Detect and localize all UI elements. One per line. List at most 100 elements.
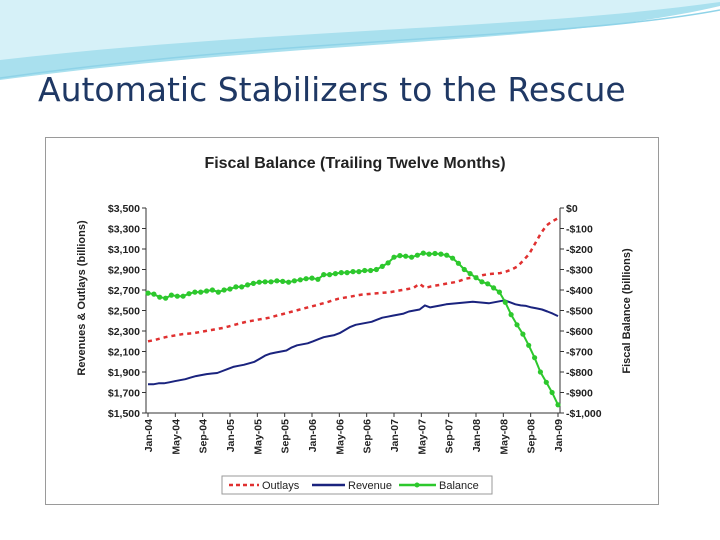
balance-marker (467, 271, 473, 277)
balance-marker (280, 278, 286, 284)
x-tick-label: May-05 (252, 419, 264, 455)
revenue-line (148, 299, 559, 386)
balance-marker (438, 251, 444, 257)
right-tick-label: -$200 (566, 244, 593, 256)
x-tick-label: Jan-09 (553, 419, 565, 452)
x-tick-label: Jan-06 (307, 419, 319, 452)
balance-marker (362, 267, 368, 274)
balance-marker (397, 253, 403, 259)
x-tick-label: Jan-07 (389, 419, 401, 452)
x-tick-label: Sep-05 (280, 419, 292, 454)
balance-marker (514, 322, 520, 328)
balance-marker (344, 270, 350, 276)
right-tick-label: $0 (566, 203, 578, 215)
balance-marker (245, 282, 251, 288)
legend-outlays-label: Outlays (262, 480, 300, 492)
balance-marker (250, 280, 256, 286)
balance-marker (180, 293, 186, 299)
x-axis-ticks: Jan-04 May-04 Sep-04 Jan-05 May-05 Sep-05 Jan-… (143, 413, 565, 455)
balance-marker (350, 269, 356, 275)
balance-marker (297, 277, 303, 283)
balance-marker (391, 254, 397, 260)
x-tick-label: Sep-04 (198, 419, 210, 454)
balance-marker (368, 267, 374, 274)
balance-marker (227, 286, 233, 292)
x-tick-label: May-04 (170, 419, 182, 455)
right-tick-label: -$1,000 (566, 408, 602, 420)
balance-marker (286, 279, 292, 285)
balance-marker (291, 278, 297, 284)
balance-marker (192, 289, 198, 295)
balance-marker (379, 263, 385, 269)
balance-line (147, 252, 559, 406)
left-axis-ticks: $3,500 $3,300 $3,100 $2,900 $2,700 $2,500 $2,3… (108, 203, 146, 420)
balance-marker (432, 250, 438, 257)
balance-marker (485, 281, 491, 287)
balance-marker (209, 287, 215, 293)
right-tick-label: -$700 (566, 347, 593, 359)
left-tick-label: $2,100 (108, 347, 140, 359)
balance-marker (420, 250, 426, 256)
balance-marker (473, 275, 479, 281)
x-tick-label: May-06 (334, 419, 346, 455)
balance-marker (385, 260, 391, 266)
balance-marker (327, 272, 333, 278)
balance-marker (186, 291, 192, 297)
balance-marker (450, 255, 456, 261)
right-tick-label: -$600 (566, 326, 593, 338)
balance-marker (414, 252, 420, 258)
balance-marker (491, 285, 497, 291)
balance-marker (239, 284, 245, 290)
chart-title: Fiscal Balance (Trailing Twelve Months) (204, 155, 505, 172)
right-axis-ticks: $0 -$100 -$200 -$300 -$400 -$500 -$600 -$700 -$8… (560, 203, 602, 420)
left-tick-label: $3,300 (108, 224, 140, 236)
slide-title: Automatic Stabilizers to the Rescue (38, 70, 626, 109)
balance-marker (256, 279, 262, 285)
balance-marker (555, 402, 561, 408)
balance-marker (198, 289, 204, 295)
balance-marker (403, 253, 409, 259)
outlays-line (147, 217, 559, 343)
series-layer (145, 217, 561, 408)
balance-marker (315, 276, 321, 282)
balance-marker (157, 294, 163, 300)
balance-marker (520, 331, 526, 337)
balance-marker (215, 289, 221, 295)
header-swoosh-line (0, 9, 720, 79)
balance-marker (444, 252, 450, 258)
axes-layer (145, 208, 561, 414)
left-tick-label: $1,900 (108, 367, 140, 379)
x-tick-label: Jan-08 (471, 419, 483, 452)
left-tick-label: $2,500 (108, 306, 140, 318)
legend-balance-marker (414, 482, 420, 488)
balance-marker (321, 272, 327, 278)
balance-marker (268, 279, 274, 285)
x-tick-label: Jan-05 (225, 419, 237, 452)
left-tick-label: $3,500 (108, 203, 140, 215)
balance-marker (174, 293, 180, 299)
x-tick-label: May-08 (498, 419, 510, 455)
x-tick-label: Jan-04 (143, 419, 155, 452)
right-tick-label: -$800 (566, 367, 593, 379)
balance-marker (356, 269, 362, 275)
x-tick-label: May-07 (416, 419, 428, 455)
left-axis-label: Revenues & Outlays (billions) (76, 220, 88, 376)
balance-marker (338, 270, 344, 276)
balance-marker (532, 355, 538, 361)
legend-balance-label: Balance (439, 480, 479, 492)
balance-marker (543, 379, 549, 385)
right-tick-label: -$100 (566, 224, 593, 236)
x-tick-label: Sep-06 (362, 419, 374, 454)
chart-frame: Fiscal Balance (Trailing Twelve Months) … (45, 137, 659, 505)
left-tick-label: $3,100 (108, 244, 140, 256)
balance-marker (537, 369, 543, 375)
right-tick-label: -$900 (566, 388, 593, 400)
left-tick-label: $1,500 (108, 408, 140, 420)
x-tick-label: Sep-08 (526, 419, 538, 454)
balance-marker (274, 278, 280, 284)
balance-marker (496, 289, 502, 295)
balance-marker (151, 291, 157, 297)
balance-marker (233, 284, 239, 290)
balance-marker (303, 276, 309, 282)
